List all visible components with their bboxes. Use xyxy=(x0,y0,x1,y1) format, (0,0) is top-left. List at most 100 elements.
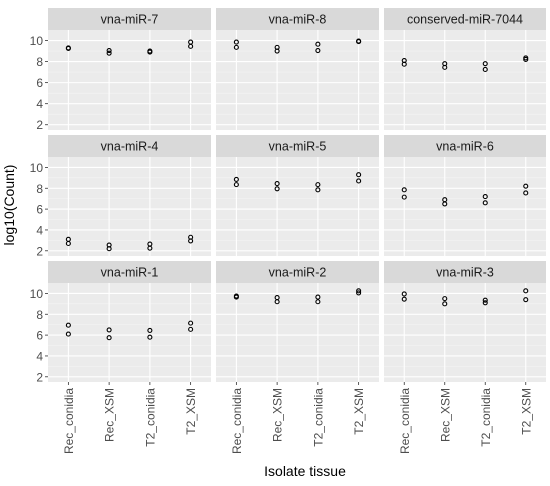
facet-strip xyxy=(216,135,379,157)
panel-background xyxy=(216,30,379,130)
data-point xyxy=(106,47,112,54)
data-point xyxy=(482,200,488,206)
data-point xyxy=(274,181,280,187)
data-point xyxy=(65,45,71,51)
y-tick-label: 2 xyxy=(36,118,43,132)
data-point xyxy=(442,61,448,67)
data-point xyxy=(442,296,448,302)
panel-background xyxy=(216,283,379,382)
data-point xyxy=(188,39,194,45)
x-tick-label: T2_XSM xyxy=(352,388,366,435)
facet-strip-label: conserved-miR-7044 xyxy=(407,13,523,27)
y-tick-label: 6 xyxy=(36,203,43,217)
facet-strip xyxy=(384,261,546,283)
data-point xyxy=(356,172,362,178)
facet-panel: vna-miR-6 xyxy=(384,135,546,256)
data-point xyxy=(523,55,529,61)
data-point xyxy=(233,176,239,182)
y-tick-label: 2 xyxy=(36,244,43,258)
data-point xyxy=(274,44,280,50)
y-tick-label: 8 xyxy=(36,55,43,69)
facet-panel: vna-miR-5 xyxy=(216,135,379,256)
data-point xyxy=(65,236,71,242)
data-point xyxy=(147,327,153,333)
facet-strip xyxy=(48,135,211,157)
y-tick-label: 10 xyxy=(30,287,44,301)
x-tick-label: T2_conidia xyxy=(479,388,493,447)
facet-strip xyxy=(216,8,379,30)
data-point xyxy=(65,331,71,337)
data-point xyxy=(274,186,280,192)
data-point xyxy=(188,320,194,326)
data-point xyxy=(315,299,321,305)
x-tick-label: T2_conidia xyxy=(311,388,325,447)
data-point xyxy=(147,334,153,340)
data-point xyxy=(188,326,194,332)
x-tick-label: Rec_XSM xyxy=(438,388,452,442)
data-point xyxy=(401,57,407,64)
facet-panel: vna-miR-8 xyxy=(216,8,379,130)
data-point xyxy=(442,197,448,203)
y-tick-label: 6 xyxy=(36,76,43,90)
data-point xyxy=(106,327,112,333)
data-point xyxy=(356,38,362,44)
data-point xyxy=(523,288,529,294)
data-point xyxy=(401,194,407,200)
data-point xyxy=(356,288,362,294)
facet-panel: conserved-miR-7044 xyxy=(384,8,546,130)
x-tick-label: Rec_conidia xyxy=(230,388,244,454)
facet-strip xyxy=(384,135,546,157)
panel-background xyxy=(48,30,211,130)
data-point xyxy=(356,178,362,184)
y-axis-title: log10(Count) xyxy=(1,165,17,246)
facet-strip-label: vna-miR-3 xyxy=(436,266,494,280)
data-point xyxy=(65,322,71,328)
facet-panel: vna-miR-7 xyxy=(48,8,211,130)
y-tick-label: 4 xyxy=(36,223,43,237)
facet-strip-label: vna-miR-4 xyxy=(101,140,159,154)
data-point xyxy=(106,335,112,341)
axis-layer: 2 4 6 8 10 2 4 6 8 10 2 4 6 8 10 Rec_conidia Rec_XSM T2_c… xyxy=(30,34,534,454)
data-point xyxy=(401,291,407,297)
y-tick-label: 6 xyxy=(36,329,43,343)
x-tick-label: T2_XSM xyxy=(184,388,198,435)
panel-background xyxy=(48,283,211,382)
x-tick-label: Rec_XSM xyxy=(103,388,117,442)
y-tick-label: 10 xyxy=(30,161,44,175)
data-point xyxy=(233,293,239,299)
facet-strip-label: vna-miR-2 xyxy=(269,266,327,280)
data-point xyxy=(442,301,448,307)
facet-strip xyxy=(48,8,211,30)
data-point xyxy=(401,296,407,302)
y-tick-label: 2 xyxy=(36,370,43,384)
x-axis-title: Isolate tissue xyxy=(264,463,346,479)
facet-strip-label: vna-miR-5 xyxy=(269,140,327,154)
data-point xyxy=(315,47,321,54)
panel-background xyxy=(384,157,546,256)
data-point xyxy=(315,294,321,300)
panel-background xyxy=(384,30,546,130)
panel-background xyxy=(216,157,379,256)
x-tick-label: Rec_conidia xyxy=(62,388,76,454)
data-point xyxy=(315,41,321,47)
x-tick-label: T2_conidia xyxy=(143,388,157,447)
y-tick-label: 10 xyxy=(30,34,44,48)
facet-strip-label: vna-miR-6 xyxy=(436,140,494,154)
facet-panel: vna-miR-1 xyxy=(48,261,211,382)
x-tick-label: T2_XSM xyxy=(519,388,533,435)
facet-panel: vna-miR-4 xyxy=(48,135,211,256)
x-tick-label: Rec_conidia xyxy=(398,388,412,454)
data-point xyxy=(106,242,112,248)
y-tick-label: 4 xyxy=(36,349,43,363)
panels-layer: vna-miR-7 vna-miR-8 conserved-miR-7044 vna-… xyxy=(48,8,546,382)
data-point xyxy=(315,187,321,193)
data-point xyxy=(106,50,112,56)
facet-panel: vna-miR-3 xyxy=(384,261,546,382)
data-point xyxy=(523,297,529,303)
data-point xyxy=(401,187,407,193)
data-point xyxy=(233,44,239,50)
facet-strip xyxy=(48,261,211,283)
data-point xyxy=(315,182,321,188)
panel-background xyxy=(48,157,211,256)
data-point xyxy=(274,295,280,301)
